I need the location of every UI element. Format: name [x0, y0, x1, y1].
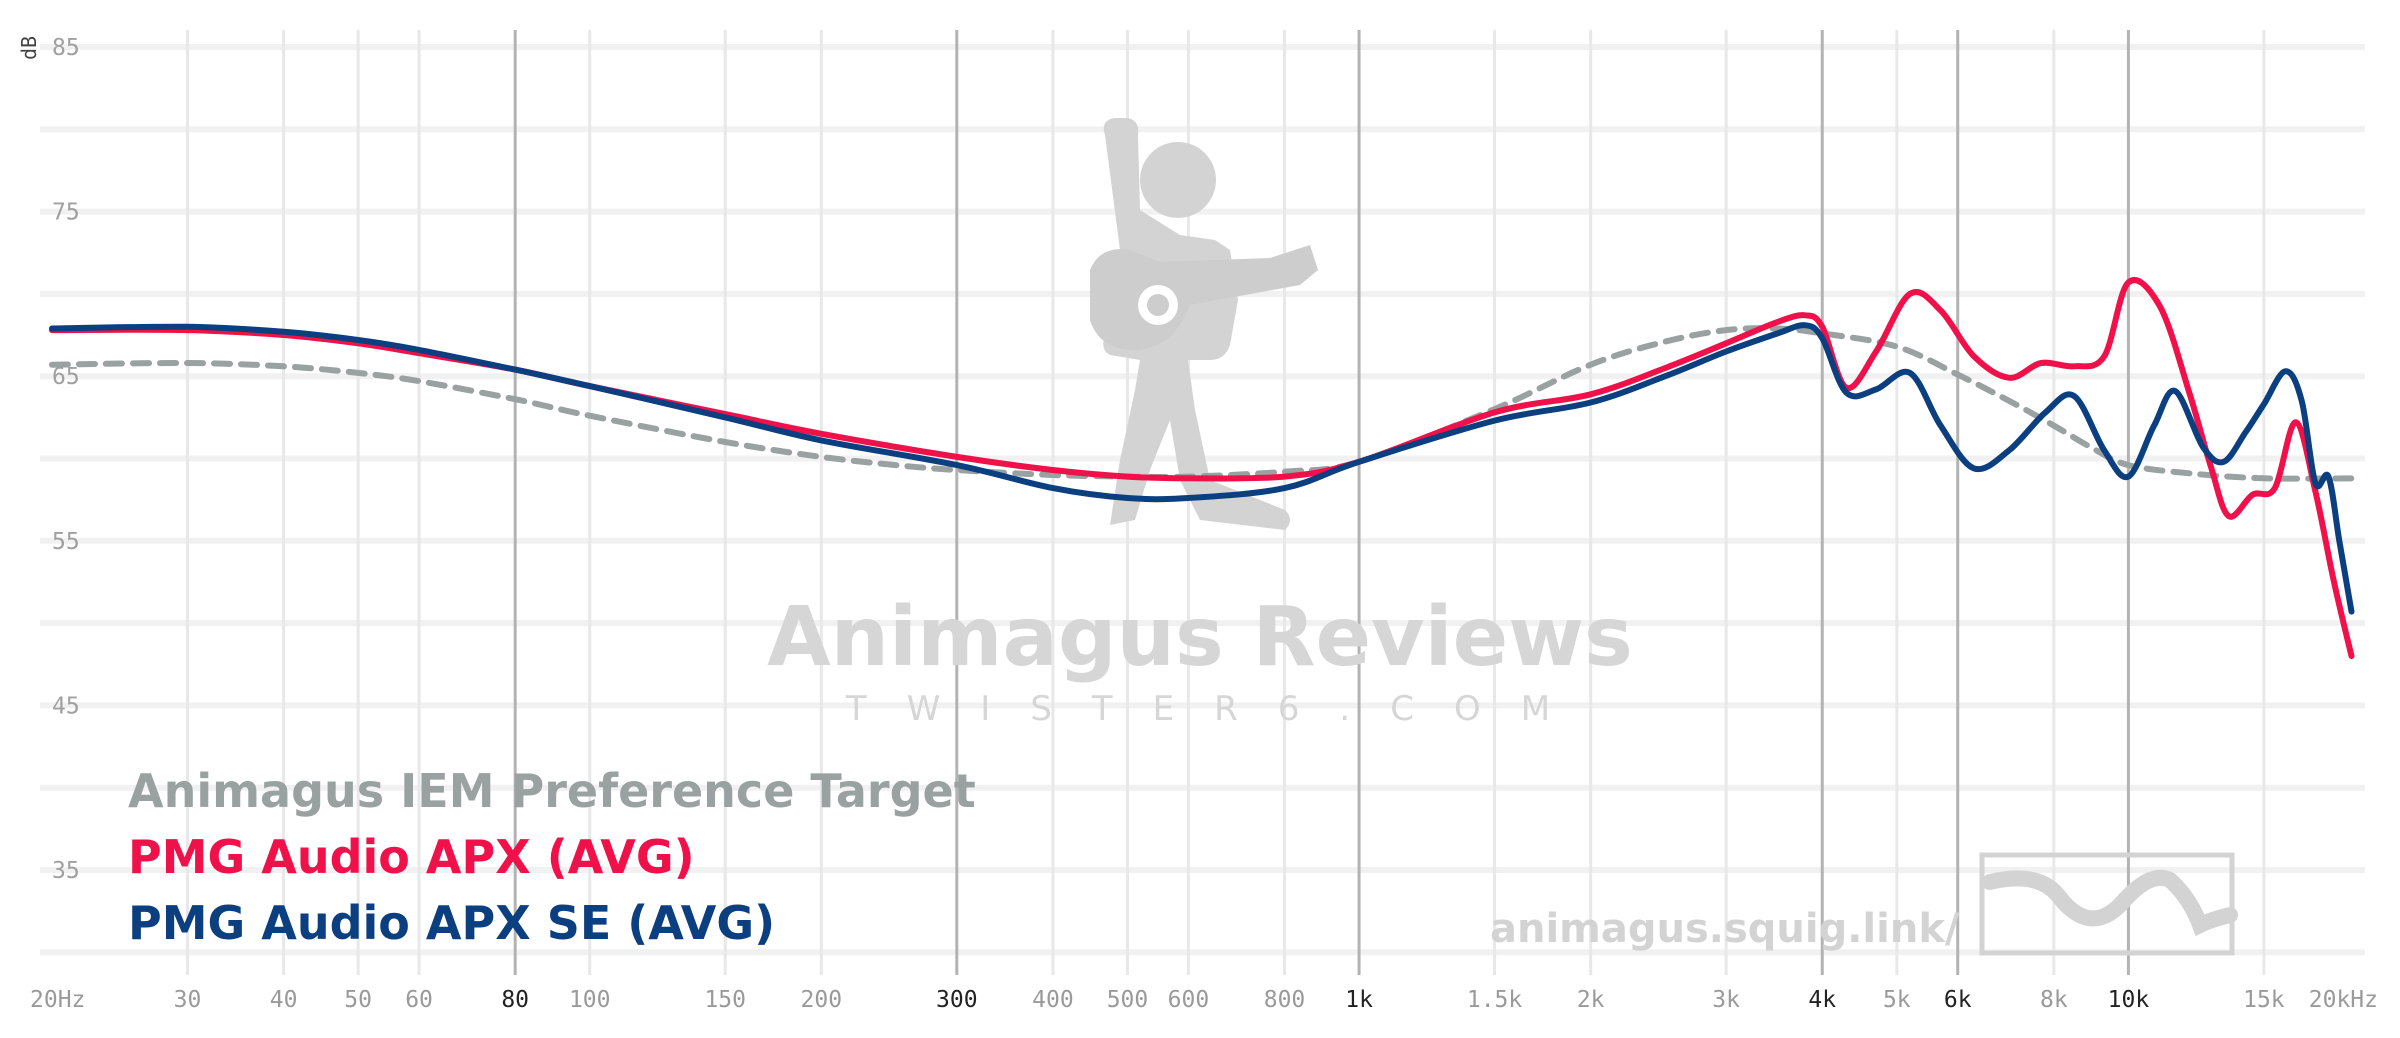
x-tick-label: 10k: [2108, 987, 2150, 1013]
x-tick-label: 200: [801, 987, 843, 1013]
x-tick-label: 400: [1032, 987, 1074, 1013]
x-tick-label: 500: [1107, 987, 1149, 1013]
watermark: Animagus Reviews TWISTER6.COM animagus.s…: [767, 118, 2238, 956]
x-tick-label: 15k: [2243, 987, 2285, 1013]
watermark-subtitle: TWISTER6.COM: [845, 689, 1590, 729]
x-tick-label: 4k: [1808, 987, 1836, 1013]
x-tick-label: 50: [344, 987, 372, 1013]
y-tick-label: 45: [52, 693, 80, 719]
x-tick-label: 600: [1168, 987, 1210, 1013]
grid: [40, 30, 2365, 975]
x-tick-label: 800: [1264, 987, 1306, 1013]
y-tick-label: 55: [52, 529, 80, 555]
x-tick-label: 1k: [1345, 987, 1373, 1013]
legend-entry-apx-se: PMG Audio APX SE (AVG): [128, 896, 775, 950]
legend: Animagus IEM Preference Target PMG Audio …: [128, 764, 976, 950]
squig-logo-icon: [1979, 852, 2238, 956]
watermark-url: animagus.squig.link/: [1490, 906, 1960, 952]
x-tick-label: 60: [405, 987, 433, 1013]
x-tick-label: 5k: [1883, 987, 1911, 1013]
x-tick-label: 8k: [2040, 987, 2068, 1013]
guitar-player-icon: [1090, 118, 1318, 530]
y-tick-label: 35: [52, 858, 80, 884]
legend-entry-apx: PMG Audio APX (AVG): [128, 830, 695, 884]
apx-se-curve: [49, 322, 2355, 615]
x-tick-label: 300: [936, 987, 978, 1013]
watermark-title: Animagus Reviews: [767, 590, 1633, 685]
x-tick-label: 30: [174, 987, 202, 1013]
x-tick-label: 20kHz: [2309, 987, 2378, 1013]
legend-entry-target: Animagus IEM Preference Target: [128, 764, 976, 818]
x-tick-label: 20Hz: [30, 987, 85, 1013]
x-tick-label: 40: [270, 987, 298, 1013]
x-tick-label: 1.5k: [1467, 987, 1523, 1013]
x-tick-label: 2k: [1577, 987, 1605, 1013]
x-tick-label: 6k: [1944, 987, 1972, 1013]
x-tick-label: 100: [569, 987, 611, 1013]
axis-labels: 20Hz 30 40 50 60 80 100 150 200 300 400 500 600 800 1k…: [30, 35, 2378, 1013]
y-tick-label: 65: [52, 364, 80, 390]
y-tick-label: 85: [52, 35, 80, 61]
x-tick-label: 80: [501, 987, 529, 1013]
y-axis-unit: dB: [17, 36, 41, 60]
x-tick-label: 150: [704, 987, 746, 1013]
x-tick-label: 3k: [1712, 987, 1740, 1013]
series-layer: [49, 277, 2363, 659]
y-tick-label: 75: [52, 200, 80, 226]
